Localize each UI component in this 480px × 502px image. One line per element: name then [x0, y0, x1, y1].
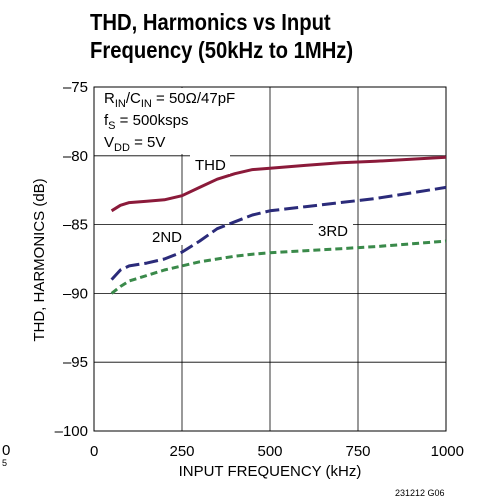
condition-line3: VDD = 5V	[104, 134, 165, 154]
label-bg-2nd	[148, 225, 188, 245]
series-label-thd: THD	[195, 157, 226, 174]
conditions-background	[95, 88, 267, 154]
y-tick-label: –90	[63, 285, 88, 302]
condition-v: V	[104, 134, 114, 151]
series-line-3rd	[110, 239, 447, 295]
condition-r-sub: IN	[115, 98, 126, 110]
x-tick-label: 500	[257, 443, 282, 460]
condition-f-value: = 500ksps	[116, 112, 189, 129]
x-tick-label: 250	[169, 443, 194, 460]
series-label-3rd: 3RD	[318, 223, 348, 240]
x-tick-label: 1000	[431, 443, 464, 460]
y-tick-label: –100	[55, 423, 88, 440]
tick-labels: 0 250 500 750 1000 –75 –80 –85 –90 –95 –100	[55, 79, 464, 460]
x-axis-label: INPUT FREQUENCY (kHz)	[179, 463, 362, 480]
condition-v-value: = 5V	[130, 134, 165, 151]
plot-frame	[93, 86, 447, 432]
condition-line2: fS = 500ksps	[104, 112, 188, 132]
x-tick-label: 0	[90, 443, 98, 460]
condition-line1: RIN/CIN = 50Ω/47pF	[104, 90, 235, 110]
series-line-2nd	[110, 185, 447, 281]
figure-code: 231212 G06	[395, 488, 445, 498]
x-tick-label: 750	[345, 443, 370, 460]
chart-title-line2: Frequency (50kHz to 1MHz)	[90, 37, 354, 63]
y-axis-label: THD, HARMONICS (dB)	[31, 178, 48, 341]
edge-text-left2: 5	[2, 458, 7, 468]
condition-c-sub: IN	[141, 98, 152, 110]
y-tick-label: –85	[63, 217, 88, 234]
condition-f: f	[104, 112, 109, 129]
label-bg-3rd	[313, 220, 353, 240]
label-bg-thd	[190, 154, 230, 174]
condition-r: R	[104, 90, 115, 107]
y-tick-label: –75	[63, 79, 88, 96]
condition-v-sub: DD	[114, 142, 130, 154]
edge-text-left: 0	[2, 442, 10, 459]
chart-title: THD, Harmonics vs Input Frequency (50kHz…	[90, 8, 424, 64]
series-label-2nd: 2ND	[152, 229, 182, 246]
y-tick-label: –80	[63, 148, 88, 165]
series-line-thd	[110, 155, 447, 213]
y-tick-label: –95	[63, 354, 88, 371]
chart-title-line1: THD, Harmonics vs Input	[90, 9, 331, 35]
condition-rc-value: = 50Ω/47pF	[152, 90, 235, 107]
series-lines	[110, 155, 447, 295]
condition-f-sub: S	[108, 120, 115, 132]
condition-slash-c: /C	[126, 90, 141, 107]
